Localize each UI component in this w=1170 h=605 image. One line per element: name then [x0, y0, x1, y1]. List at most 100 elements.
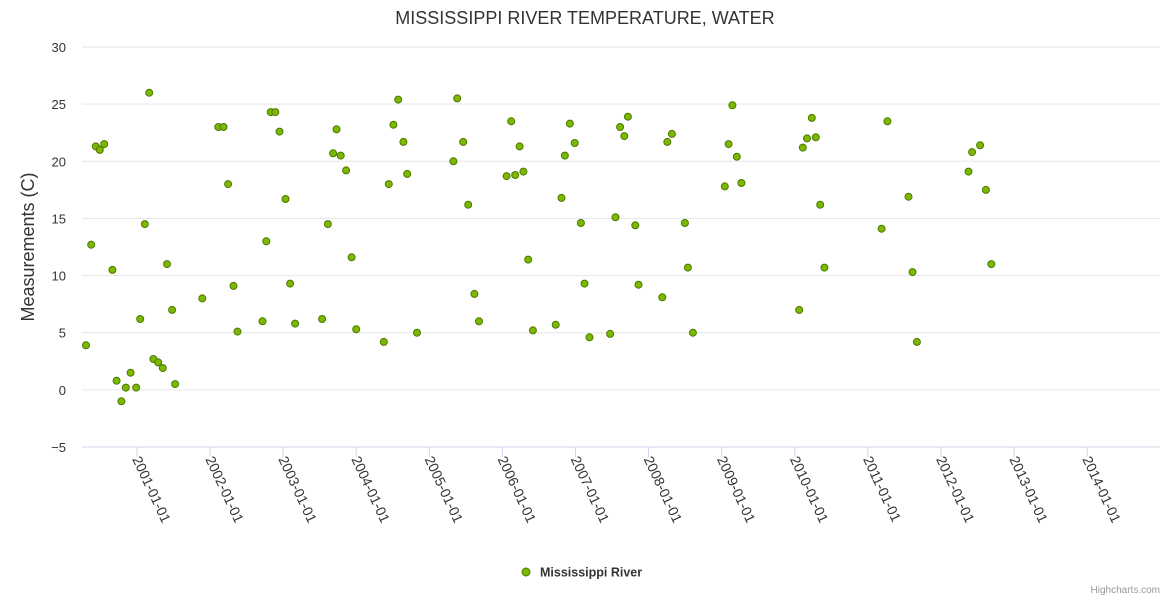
data-point[interactable]: [112, 376, 121, 385]
data-point[interactable]: [413, 328, 421, 337]
legend[interactable]: Mississippi River: [521, 566, 642, 580]
data-point[interactable]: [611, 213, 620, 222]
legend-label[interactable]: Mississippi River: [540, 566, 642, 580]
data-point[interactable]: [576, 219, 585, 227]
data-point[interactable]: [336, 151, 345, 160]
data-point[interactable]: [519, 167, 528, 176]
data-point[interactable]: [136, 315, 145, 323]
data-point[interactable]: [158, 364, 167, 373]
data-point[interactable]: [459, 137, 468, 146]
data-point[interactable]: [683, 263, 692, 272]
data-point[interactable]: [399, 137, 408, 146]
data-point[interactable]: [171, 380, 180, 389]
data-point[interactable]: [720, 182, 729, 191]
data-point[interactable]: [528, 326, 537, 335]
data-point[interactable]: [820, 263, 829, 272]
data-point[interactable]: [449, 157, 458, 166]
data-point[interactable]: [987, 260, 996, 269]
data-point[interactable]: [291, 319, 300, 328]
data-point[interactable]: [95, 145, 104, 154]
data-point[interactable]: [964, 167, 973, 176]
data-point[interactable]: [565, 119, 574, 128]
data-point[interactable]: [658, 293, 667, 302]
data-point[interactable]: [680, 219, 689, 227]
data-point[interactable]: [724, 140, 733, 149]
data-point[interactable]: [968, 148, 977, 157]
data-point[interactable]: [394, 95, 403, 104]
data-point[interactable]: [976, 141, 985, 150]
data-point[interactable]: [507, 117, 516, 126]
data-point[interactable]: [379, 337, 388, 346]
data-point[interactable]: [271, 108, 280, 117]
data-point[interactable]: [803, 134, 811, 143]
data-point[interactable]: [453, 94, 462, 103]
data-point[interactable]: [352, 325, 361, 334]
data-point[interactable]: [464, 200, 473, 209]
data-point[interactable]: [981, 185, 990, 194]
data-point[interactable]: [121, 383, 130, 392]
data-point[interactable]: [332, 125, 341, 134]
data-point[interactable]: [403, 169, 412, 178]
data-point[interactable]: [233, 327, 242, 336]
data-point[interactable]: [342, 166, 351, 175]
data-point[interactable]: [224, 180, 233, 189]
data-point[interactable]: [908, 268, 917, 277]
data-point[interactable]: [620, 132, 629, 141]
data-point[interactable]: [140, 220, 149, 229]
data-point[interactable]: [198, 294, 207, 303]
data-point[interactable]: [663, 137, 672, 146]
data-point[interactable]: [163, 260, 171, 269]
data-point[interactable]: [631, 221, 640, 230]
data-point[interactable]: [323, 220, 332, 229]
data-point[interactable]: [816, 200, 825, 209]
data-point[interactable]: [807, 113, 816, 122]
data-point[interactable]: [524, 255, 533, 264]
data-point[interactable]: [606, 329, 615, 338]
data-point[interactable]: [616, 123, 625, 131]
data-point[interactable]: [560, 151, 569, 160]
data-point[interactable]: [912, 337, 921, 346]
data-point[interactable]: [667, 129, 676, 138]
data-point[interactable]: [877, 224, 886, 233]
data-point[interactable]: [795, 305, 804, 314]
data-point[interactable]: [82, 341, 90, 350]
data-point[interactable]: [623, 112, 632, 121]
data-point[interactable]: [551, 320, 560, 329]
data-point[interactable]: [557, 193, 566, 202]
data-point[interactable]: [475, 317, 483, 326]
data-point[interactable]: [389, 120, 398, 129]
data-point[interactable]: [168, 305, 177, 314]
data-point[interactable]: [275, 127, 284, 136]
data-point[interactable]: [145, 88, 154, 97]
data-point[interactable]: [585, 333, 594, 342]
data-point[interactable]: [329, 149, 338, 158]
data-point[interactable]: [229, 281, 238, 290]
data-point[interactable]: [570, 139, 579, 147]
data-point[interactable]: [688, 328, 697, 337]
data-point[interactable]: [286, 279, 295, 288]
credits-text[interactable]: Highcharts.com: [1090, 585, 1160, 596]
data-point[interactable]: [515, 142, 524, 151]
data-point[interactable]: [100, 140, 109, 149]
data-point[interactable]: [904, 192, 913, 201]
data-point[interactable]: [347, 253, 356, 262]
data-point[interactable]: [154, 358, 163, 367]
data-point[interactable]: [219, 123, 228, 131]
data-point[interactable]: [132, 383, 141, 392]
data-point[interactable]: [262, 237, 271, 246]
data-point[interactable]: [281, 195, 290, 203]
data-point[interactable]: [811, 133, 820, 142]
data-point[interactable]: [728, 101, 737, 110]
data-point[interactable]: [117, 397, 126, 406]
data-point[interactable]: [737, 179, 746, 187]
data-point[interactable]: [580, 279, 589, 288]
data-point[interactable]: [318, 315, 327, 323]
data-point[interactable]: [798, 143, 807, 152]
data-point[interactable]: [126, 368, 135, 377]
data-point[interactable]: [732, 152, 741, 161]
data-point[interactable]: [883, 117, 892, 126]
data-point[interactable]: [502, 172, 511, 181]
data-point[interactable]: [108, 265, 117, 274]
data-point[interactable]: [470, 289, 479, 298]
data-point[interactable]: [87, 240, 96, 249]
